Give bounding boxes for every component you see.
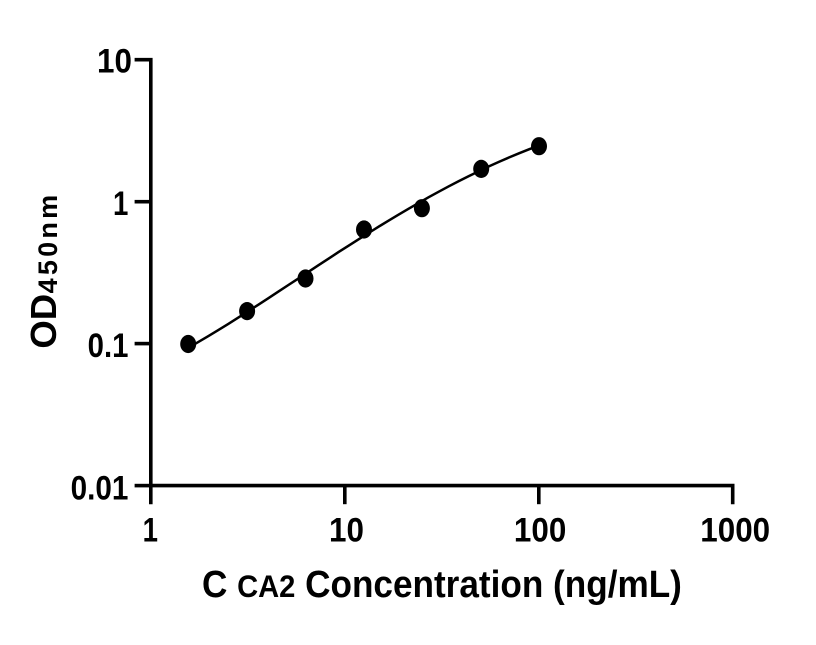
svg-text:1: 1: [113, 184, 128, 223]
svg-text:10: 10: [329, 510, 364, 549]
svg-text:100: 100: [514, 510, 566, 549]
svg-text:1000: 1000: [700, 510, 770, 549]
svg-text:0.1: 0.1: [88, 326, 129, 365]
svg-text:1: 1: [143, 510, 158, 549]
svg-text:C CA2 Concentration (ng/mL): C CA2 Concentration (ng/mL): [202, 563, 682, 606]
svg-text:0.01: 0.01: [71, 468, 129, 507]
svg-text:10: 10: [97, 41, 132, 80]
